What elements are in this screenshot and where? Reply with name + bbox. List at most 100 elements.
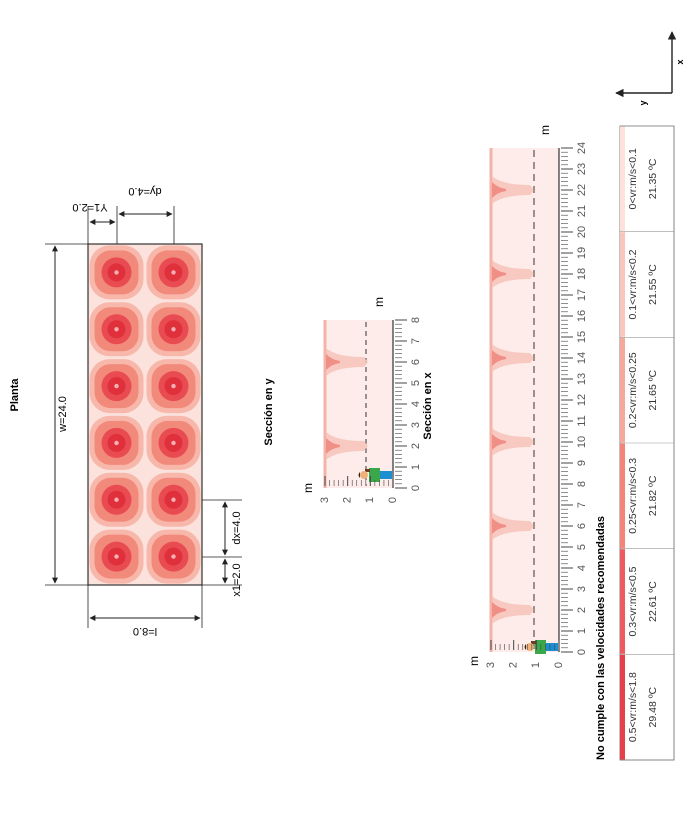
- legend-item: 0.5<vr:m/s<1.8 29.48 ºC: [620, 654, 674, 760]
- ruler-tick-label: 19: [576, 247, 588, 259]
- ruler-tick-label: 3: [319, 497, 331, 503]
- air-jet: [326, 348, 368, 376]
- air-jet: [492, 344, 534, 372]
- legend-item: 0.2<vr:m/s<0.25 21.65 ºC: [620, 337, 674, 443]
- air-jet: [492, 428, 534, 456]
- air-jet: [492, 596, 534, 624]
- axes-icon: x y: [615, 31, 685, 106]
- air-jet: [492, 176, 534, 204]
- ruler-tick-label: 7: [576, 502, 588, 508]
- section-y: Sección en y 0 1 2 3 4 5 6 7 8 0 1 2 3 m m: [263, 297, 422, 503]
- section-x-title: Sección en x: [422, 371, 434, 439]
- legend-temp: 21.35 ºC: [647, 158, 659, 199]
- legend-range: 0.3<vr:m/s<0.5: [627, 566, 639, 636]
- legend-swatch: [620, 337, 625, 443]
- legend-swatch: [620, 549, 625, 654]
- legend-temp: 21.65 ºC: [647, 369, 659, 410]
- ruler-tick-label: 3: [410, 422, 422, 428]
- legend-temp: 21.55 ºC: [647, 264, 659, 305]
- diffuser-contour: [89, 472, 144, 527]
- air-jet: [492, 260, 534, 288]
- legend-item: 0.1<vr:m/s<0.2 21.55 ºC: [620, 231, 674, 337]
- ruler-tick-label: 0: [576, 649, 588, 655]
- plan-room: [87, 243, 203, 586]
- diffuser-contour: [146, 472, 201, 527]
- ruler-tick-label: 7: [410, 338, 422, 344]
- diffuser-contour: [146, 359, 201, 414]
- section-y-jets: [326, 348, 368, 460]
- ruler-tick-label: 21: [576, 205, 588, 217]
- diffuser-contour: [89, 415, 144, 470]
- section-x: Sección en x 012345678910111213141516171…: [422, 125, 588, 668]
- ruler-tick-label: 0: [410, 485, 422, 491]
- dy-label: dy=4.0: [128, 185, 161, 197]
- ruler-tick-label: 6: [410, 359, 422, 365]
- section-y-v-ruler: 0 1 2 3: [319, 476, 399, 503]
- legend-swatch: [620, 232, 625, 337]
- ruler-tick-label: 15: [576, 331, 588, 343]
- ruler-tick-label: 11: [576, 415, 588, 426]
- legend-swatch: [620, 443, 625, 549]
- ruler-tick-label: 10: [576, 436, 588, 448]
- legend-range: 0.2<vr:m/s<0.25: [627, 352, 639, 428]
- section-x-v-ruler: 0 1 2 3: [485, 640, 565, 668]
- dx-label: dx=4.0: [231, 511, 243, 544]
- y-axis-label: y: [638, 100, 648, 105]
- legend-range: 0.1<vr:m/s<0.2: [627, 249, 639, 319]
- ruler-tick-label: 18: [576, 268, 588, 280]
- diffuser-contour: [89, 302, 144, 357]
- diffuser-contour: [146, 302, 201, 357]
- legend-swatch: [620, 126, 625, 232]
- air-jet: [326, 432, 368, 460]
- ruler-tick-label: 23: [576, 163, 588, 175]
- ruler-tick-label: 1: [364, 497, 376, 503]
- ruler-tick-label: 3: [576, 586, 588, 592]
- section-y-title: Sección en y: [263, 377, 275, 445]
- diffuser-contour: [89, 529, 144, 584]
- legend-range: 0<vr:m/s<0.1: [627, 148, 639, 209]
- ruler-tick-label: 22: [576, 184, 588, 196]
- x-axis-label: x: [675, 59, 685, 64]
- w-label: w=24.0: [57, 396, 69, 433]
- velocity-legend: 0.5<vr:m/s<1.8 29.48 ºC 0.3<vr:m/s<0.5 22.6…: [619, 125, 675, 761]
- section-x-unit-h: m: [538, 125, 552, 135]
- ruler-tick-label: 12: [576, 394, 588, 406]
- diffuser-contour: [146, 245, 201, 300]
- ruler-tick-label: 5: [576, 544, 588, 550]
- l-label: l=8.0: [133, 625, 157, 637]
- ruler-tick-label: 5: [410, 380, 422, 386]
- ruler-tick-label: 20: [576, 226, 588, 238]
- ruler-tick-label: 13: [576, 373, 588, 385]
- ruler-tick-label: 0: [387, 497, 399, 503]
- ruler-tick-label: 4: [410, 401, 422, 407]
- ruler-tick-label: 14: [576, 352, 588, 364]
- plan-view: Planta w=24.0 l=8.0 x1=2.0 dx=4.0 Y1=2.0…: [9, 185, 243, 637]
- section-y-unit-v: m: [301, 483, 315, 493]
- ruler-tick-label: 9: [576, 460, 588, 466]
- ruler-tick-label: 2: [508, 662, 520, 668]
- legend-range: 0.5<vr:m/s<1.8: [627, 672, 639, 742]
- warning-text: No cumple con las velocidades recomendad…: [595, 516, 607, 760]
- air-jet: [492, 512, 534, 540]
- legend-temp: 29.48 ºC: [647, 686, 659, 727]
- section-y-unit-h: m: [372, 297, 386, 307]
- x1-label: x1=2.0: [231, 563, 243, 596]
- ruler-tick-label: 4: [576, 565, 588, 571]
- legend-item: 0<vr:m/s<0.1 21.35 ºC: [620, 125, 674, 232]
- y1-label: Y1=2.0: [72, 201, 107, 213]
- ruler-tick-label: 17: [576, 289, 588, 301]
- ruler-tick-label: 2: [576, 607, 588, 613]
- section-x-room: [491, 148, 559, 652]
- diffuser-grid: [89, 245, 201, 584]
- legend-range: 0.25<vr:m/s<0.3: [627, 458, 639, 534]
- legend-temp: 22.61 ºC: [647, 581, 659, 622]
- person-icon: [358, 468, 392, 482]
- ruler-tick-label: 8: [410, 317, 422, 323]
- ruler-tick-label: 3: [485, 662, 497, 668]
- section-y-h-ruler: 0 1 2 3 4 5 6 7 8: [395, 317, 422, 491]
- ruler-tick-label: 2: [410, 443, 422, 449]
- diffuser-contour: [89, 245, 144, 300]
- legend-temp: 21.82 ºC: [647, 475, 659, 516]
